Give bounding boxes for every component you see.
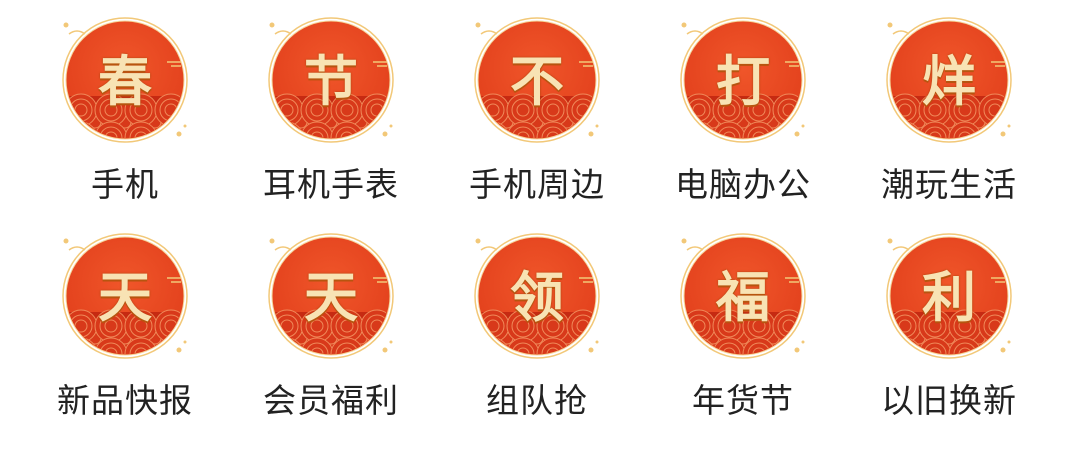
li-badge-icon: 利	[879, 226, 1019, 366]
jie-badge-icon: 节	[261, 10, 401, 150]
category-item-trendy-life[interactable]: 烊 潮玩生活	[846, 0, 1052, 204]
category-item-new-year-goods[interactable]: 福 年货节	[640, 216, 846, 420]
category-label: 组队抢	[486, 381, 588, 420]
category-item-phone[interactable]: 春 手机	[22, 0, 228, 204]
yang-badge-icon: 烊	[879, 10, 1019, 150]
category-label: 电脑办公	[675, 165, 811, 204]
category-item-phone-accessories[interactable]: 不 手机周边	[434, 0, 640, 204]
tian-badge-icon: 天	[261, 226, 401, 366]
bu-badge-icon: 不	[467, 10, 607, 150]
fu-badge-icon: 福	[673, 226, 813, 366]
category-label: 新品快报	[57, 381, 193, 420]
category-item-computer-office[interactable]: 打 电脑办公	[640, 0, 846, 204]
tian-badge-icon: 天	[55, 226, 195, 366]
category-label: 手机	[91, 165, 159, 204]
category-item-trade-in[interactable]: 利 以旧换新	[846, 216, 1052, 420]
category-label: 以旧换新	[881, 381, 1017, 420]
da-badge-icon: 打	[673, 10, 813, 150]
category-label: 会员福利	[263, 381, 399, 420]
category-item-member-benefits[interactable]: 天 会员福利	[228, 216, 434, 420]
ling-badge-icon: 领	[467, 226, 607, 366]
category-label: 潮玩生活	[881, 165, 1017, 204]
category-label: 手机周边	[469, 165, 605, 204]
category-label: 耳机手表	[263, 165, 399, 204]
category-item-earphones-watches[interactable]: 节 耳机手表	[228, 0, 434, 204]
category-item-new-arrivals[interactable]: 天 新品快报	[22, 216, 228, 420]
category-label: 年货节	[692, 381, 794, 420]
chun-badge-icon: 春	[55, 10, 195, 150]
category-item-team-grab[interactable]: 领 组队抢	[434, 216, 640, 420]
